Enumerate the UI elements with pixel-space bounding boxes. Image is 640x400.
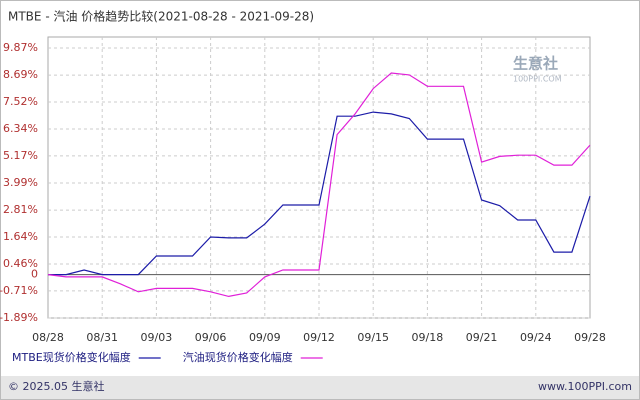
- x-tick-label: 09/24: [520, 331, 552, 344]
- x-tick-label: 09/21: [466, 331, 498, 344]
- y-tick-label: 2.81%: [3, 203, 38, 216]
- y-tick-label: 0.46%: [3, 257, 38, 270]
- x-tick-label: 09/18: [412, 331, 444, 344]
- y-tick-label: 6.34%: [3, 122, 38, 135]
- footer-site: www.100PPI.com: [538, 380, 632, 393]
- y-tick-label: 9.87%: [3, 41, 38, 54]
- x-tick-label: 09/09: [249, 331, 281, 344]
- y-tick-label: 3.99%: [3, 176, 38, 189]
- x-tick-label: 09/15: [357, 331, 389, 344]
- x-tick-label: 09/28: [574, 331, 606, 344]
- y-tick-label: 1.64%: [3, 230, 38, 243]
- x-tick-label: 09/06: [195, 331, 227, 344]
- y-tick-label: 7.52%: [3, 95, 38, 108]
- y-tick-label: -1.89%: [0, 311, 38, 324]
- y-tick-label: 5.17%: [3, 149, 38, 162]
- x-tick-label: 08/31: [86, 331, 118, 344]
- footer-bar: [1, 376, 639, 399]
- legend-label: MTBE现货价格变化幅度: [12, 350, 131, 364]
- watermark-site: 100PPI.COM: [513, 75, 562, 84]
- x-tick-label: 08/28: [32, 331, 64, 344]
- series-line: [47, 72, 591, 298]
- y-tick-label: 0: [31, 268, 38, 281]
- x-tick-label: 09/12: [303, 331, 335, 344]
- legend-label: 汽油现货价格变化幅度: [183, 350, 293, 364]
- footer-copyright: © 2025.05 生意社: [8, 379, 104, 393]
- x-tick-label: 09/03: [141, 331, 173, 344]
- series-line: [48, 111, 591, 276]
- y-tick-label: 8.69%: [3, 68, 38, 81]
- chart-title: MTBE - 汽油 价格趋势比较(2021-08-28 - 2021-09-28…: [8, 9, 314, 24]
- y-tick-label: -0.71%: [0, 284, 38, 297]
